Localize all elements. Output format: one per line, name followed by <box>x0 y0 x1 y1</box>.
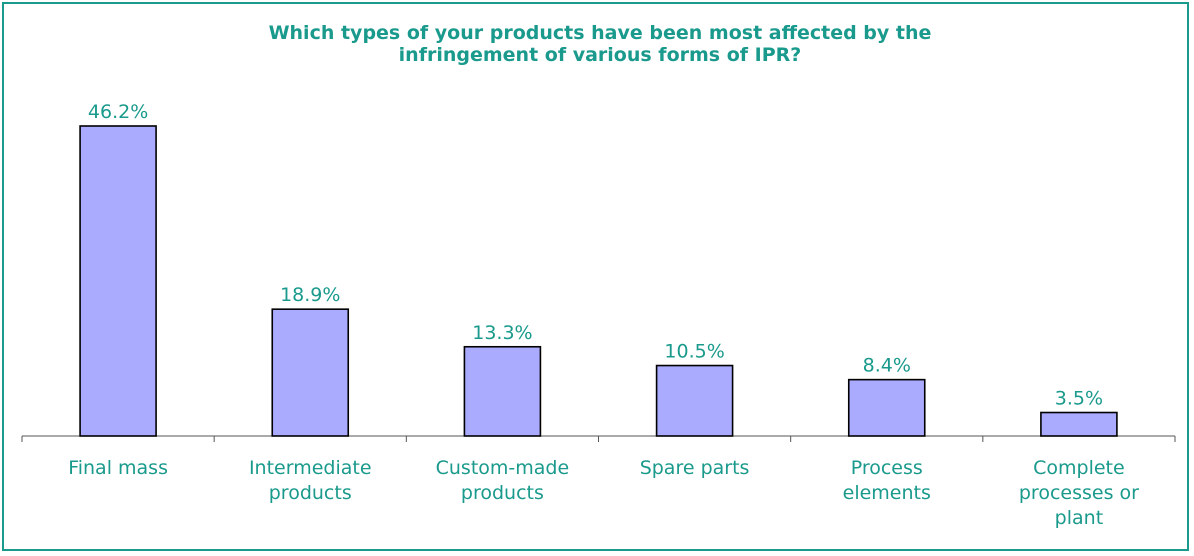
bar-2 <box>271 308 350 437</box>
category-label-4: Spare parts <box>640 457 750 479</box>
category-label-6: processes or <box>1019 482 1139 504</box>
category-label-5: elements <box>843 482 931 504</box>
category-label-3: Custom-made <box>436 457 570 479</box>
data-label-5: 8.4% <box>863 355 911 377</box>
data-label-3: 13.3% <box>472 322 532 344</box>
category-label-2: products <box>269 482 352 504</box>
bar-6 <box>1040 411 1118 437</box>
category-label-3: products <box>461 482 544 504</box>
bar-1 <box>79 125 157 437</box>
bar-5 <box>847 378 926 437</box>
data-label-2: 18.9% <box>280 284 340 306</box>
category-label-1: Final mass <box>68 457 168 479</box>
category-label-6: Complete <box>1033 457 1125 479</box>
data-label-4: 10.5% <box>664 341 724 363</box>
chart-title-line-1: Which types of your products have been m… <box>268 22 932 44</box>
chart-title-line-2: infringement of various forms of IPR? <box>398 44 802 66</box>
bar-4 <box>655 364 734 437</box>
category-label-2: Intermediate <box>249 457 372 479</box>
data-label-6: 3.5% <box>1055 388 1103 410</box>
category-label-5: Process <box>851 457 923 479</box>
data-label-1: 46.2% <box>88 101 148 123</box>
bar-3 <box>463 345 542 437</box>
chart-title: Which types of your products have been m… <box>0 22 1194 66</box>
category-label-6: plant <box>1055 507 1103 529</box>
